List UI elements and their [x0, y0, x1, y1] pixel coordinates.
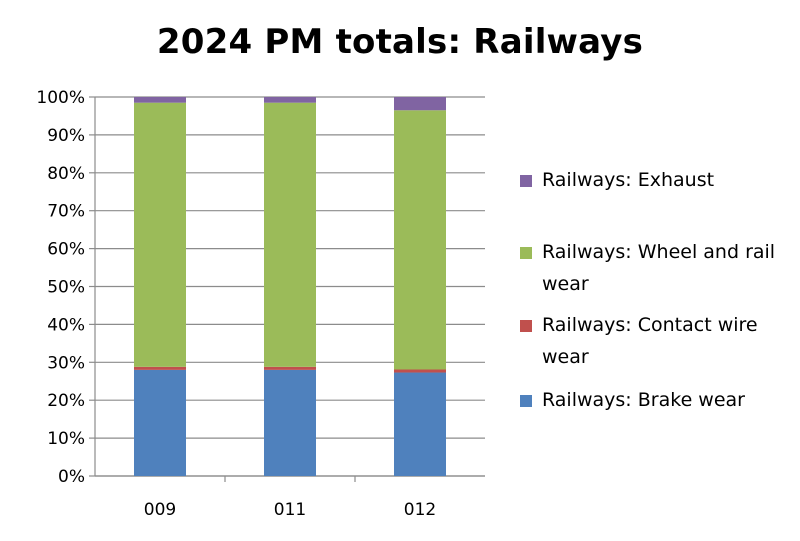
bar-011-railways-wheel-and-rail-wear: [264, 102, 316, 367]
legend-item-exhaust: Railways: Exhaust: [520, 164, 790, 196]
y-tick-label-3: 30%: [47, 353, 85, 373]
legend-swatch-wheel-rail-wear: [520, 247, 532, 259]
y-tick-label-5: 50%: [47, 278, 85, 298]
legend-item-wheel-rail-wear: Railways: Wheel and rail wear: [520, 236, 790, 300]
bar-012-railways-exhaust: [394, 97, 446, 111]
y-tick-label-4: 40%: [47, 315, 85, 335]
y-tick-label-8: 80%: [47, 164, 85, 184]
y-tick-label-7: 70%: [47, 202, 85, 222]
x-tick-label-011: 011: [274, 500, 306, 520]
legend-label-contact-wire-wear: Railways: Contact wire wear: [542, 314, 758, 368]
bar-012-railways-brake-wear: [394, 372, 446, 476]
bar-009-railways-exhaust: [134, 97, 186, 103]
bar-011-railways-brake-wear: [264, 369, 316, 476]
y-tick-label-9: 90%: [47, 126, 85, 146]
bar-012-railways-wheel-and-rail-wear: [394, 110, 446, 370]
legend-swatch-contact-wire-wear: [520, 320, 532, 332]
legend-swatch-brake-wear: [520, 395, 532, 407]
y-tick-label-10: 100%: [36, 88, 85, 108]
legend-item-contact-wire-wear: Railways: Contact wire wear: [520, 309, 790, 373]
legend-item-brake-wear: Railways: Brake wear: [520, 384, 790, 416]
legend-label-wheel-rail-wear: Railways: Wheel and rail wear: [542, 241, 776, 295]
x-tick-label-012: 012: [404, 500, 436, 520]
chart-title: 2024 PM totals: Railways: [156, 22, 644, 62]
bar-009-railways-brake-wear: [134, 369, 186, 476]
bar-011-railways-exhaust: [264, 97, 316, 103]
legend-label-exhaust: Railways: Exhaust: [542, 169, 715, 191]
y-tick-label-6: 60%: [47, 240, 85, 260]
y-tick-label-2: 20%: [47, 391, 85, 411]
legend-swatch-exhaust: [520, 175, 532, 187]
y-tick-label-0: 0%: [58, 467, 85, 487]
bar-009-railways-contact-wire-wear: [134, 366, 186, 370]
x-tick-label-009: 009: [144, 500, 176, 520]
y-tick-label-1: 10%: [47, 429, 85, 449]
legend-label-brake-wear: Railways: Brake wear: [542, 389, 745, 411]
bar-011-railways-contact-wire-wear: [264, 366, 316, 370]
bar-012-railways-contact-wire-wear: [394, 369, 446, 373]
bar-009-railways-wheel-and-rail-wear: [134, 102, 186, 367]
